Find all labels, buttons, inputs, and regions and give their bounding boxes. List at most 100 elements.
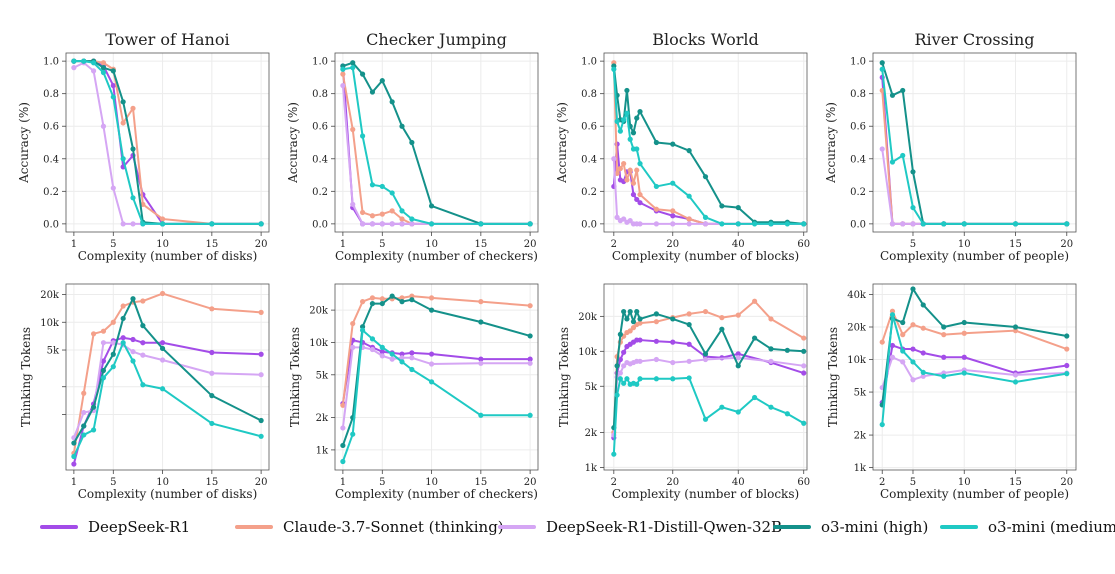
data-point — [627, 136, 633, 142]
legend-swatch-distill-qwen — [498, 525, 536, 529]
data-point — [670, 180, 676, 186]
y-tick-label: 0.6 — [43, 122, 59, 133]
data-point — [81, 432, 87, 438]
y-tick-label: 0.2 — [581, 187, 597, 198]
data-point — [389, 99, 395, 105]
data-point — [614, 392, 620, 398]
data-point — [801, 420, 807, 426]
data-point — [784, 347, 790, 353]
data-point — [686, 321, 692, 328]
y-tick-label: 1.0 — [581, 57, 597, 68]
data-point — [379, 78, 385, 84]
data-point — [735, 409, 741, 415]
data-point — [90, 404, 97, 410]
x-tick-label: 1 — [71, 239, 77, 250]
data-point — [768, 316, 774, 322]
y-tick-label: 5k — [854, 388, 867, 399]
data-point — [428, 203, 435, 209]
data-point — [369, 182, 376, 188]
data-point — [900, 221, 906, 227]
x-tick-label: 15 — [205, 239, 218, 250]
series-o3-mini-high — [879, 60, 1070, 227]
data-point — [258, 309, 264, 315]
data-point — [350, 126, 356, 133]
data-point — [71, 58, 77, 64]
data-point — [637, 316, 643, 322]
data-point — [100, 367, 107, 374]
data-point — [258, 221, 264, 227]
data-point — [389, 356, 395, 362]
data-point — [961, 330, 967, 336]
data-point — [527, 221, 533, 227]
data-point — [670, 221, 676, 227]
x-axis-label: Complexity (number of disks) — [78, 487, 258, 501]
data-point — [159, 345, 166, 352]
series-line-claude-3-7-sonnet-thinking — [341, 73, 531, 225]
x-tick-label: 2 — [611, 477, 617, 488]
data-point — [702, 214, 709, 220]
data-point — [340, 82, 346, 89]
data-point — [670, 339, 676, 345]
data-point — [340, 442, 346, 449]
data-point — [768, 221, 774, 227]
axes-frame — [872, 283, 1077, 471]
data-point — [941, 221, 947, 227]
y-tick-label: 10k — [40, 318, 60, 329]
data-point — [340, 425, 346, 431]
y-axis-label: Thinking Tokens — [288, 327, 302, 427]
series-o3-mini-medium — [340, 65, 533, 227]
x-tick-label: 20 — [524, 239, 537, 250]
data-point — [621, 117, 627, 123]
data-point — [735, 363, 741, 369]
y-tick-label: 0.6 — [312, 122, 328, 133]
data-point — [159, 216, 166, 222]
data-point — [110, 185, 116, 191]
data-point — [1064, 333, 1070, 339]
x-tick-label: 15 — [474, 477, 487, 488]
data-point — [110, 68, 116, 74]
axes-frame — [334, 52, 539, 233]
data-point — [428, 351, 435, 357]
data-point — [258, 372, 264, 378]
data-point — [879, 339, 885, 345]
y-tick-label: 0.4 — [312, 154, 328, 165]
data-point — [611, 66, 617, 72]
chart-title: Checker Jumping — [366, 30, 507, 49]
data-point — [801, 348, 807, 354]
series-o3-mini-high — [71, 296, 264, 446]
data-point — [350, 344, 356, 350]
data-point — [409, 355, 415, 361]
x-tick-label: 10 — [425, 477, 438, 488]
data-point — [389, 351, 395, 357]
y-axis-label: Accuracy (%) — [286, 102, 300, 184]
y-axis-label: Accuracy (%) — [17, 102, 31, 184]
data-point — [889, 221, 896, 227]
data-point — [350, 201, 356, 207]
legend-label-claude: Claude-3.7-Sonnet (thinking) — [283, 518, 504, 536]
x-axis-label: Complexity (number of disks) — [78, 249, 258, 263]
data-point — [159, 386, 166, 392]
data-point — [614, 214, 620, 220]
data-point — [653, 319, 659, 325]
data-point — [379, 296, 385, 302]
data-point — [624, 316, 630, 322]
data-point — [130, 296, 136, 302]
series-o3-mini-high — [879, 286, 1070, 408]
data-point — [910, 346, 916, 352]
y-tick-label: 40k — [847, 290, 867, 301]
series-deepseek-r1-distill-qwen-32b — [340, 82, 533, 227]
series-line-deepseek-r1-distill-qwen-32b — [341, 85, 531, 225]
y-tick-label: 0.6 — [581, 122, 597, 133]
data-point — [900, 319, 906, 326]
data-point — [617, 370, 623, 376]
y-tick-label: 5k — [47, 346, 60, 357]
data-point — [140, 352, 146, 358]
y-tick-label: 0.4 — [43, 154, 59, 165]
data-point — [627, 167, 633, 173]
data-point — [801, 335, 807, 341]
data-point — [379, 300, 385, 307]
legend-swatch-o3-mini-high — [773, 525, 811, 529]
data-point — [209, 420, 215, 427]
series-line-claude-3-7-sonnet-thinking — [881, 310, 1068, 351]
data-point — [1012, 379, 1019, 385]
